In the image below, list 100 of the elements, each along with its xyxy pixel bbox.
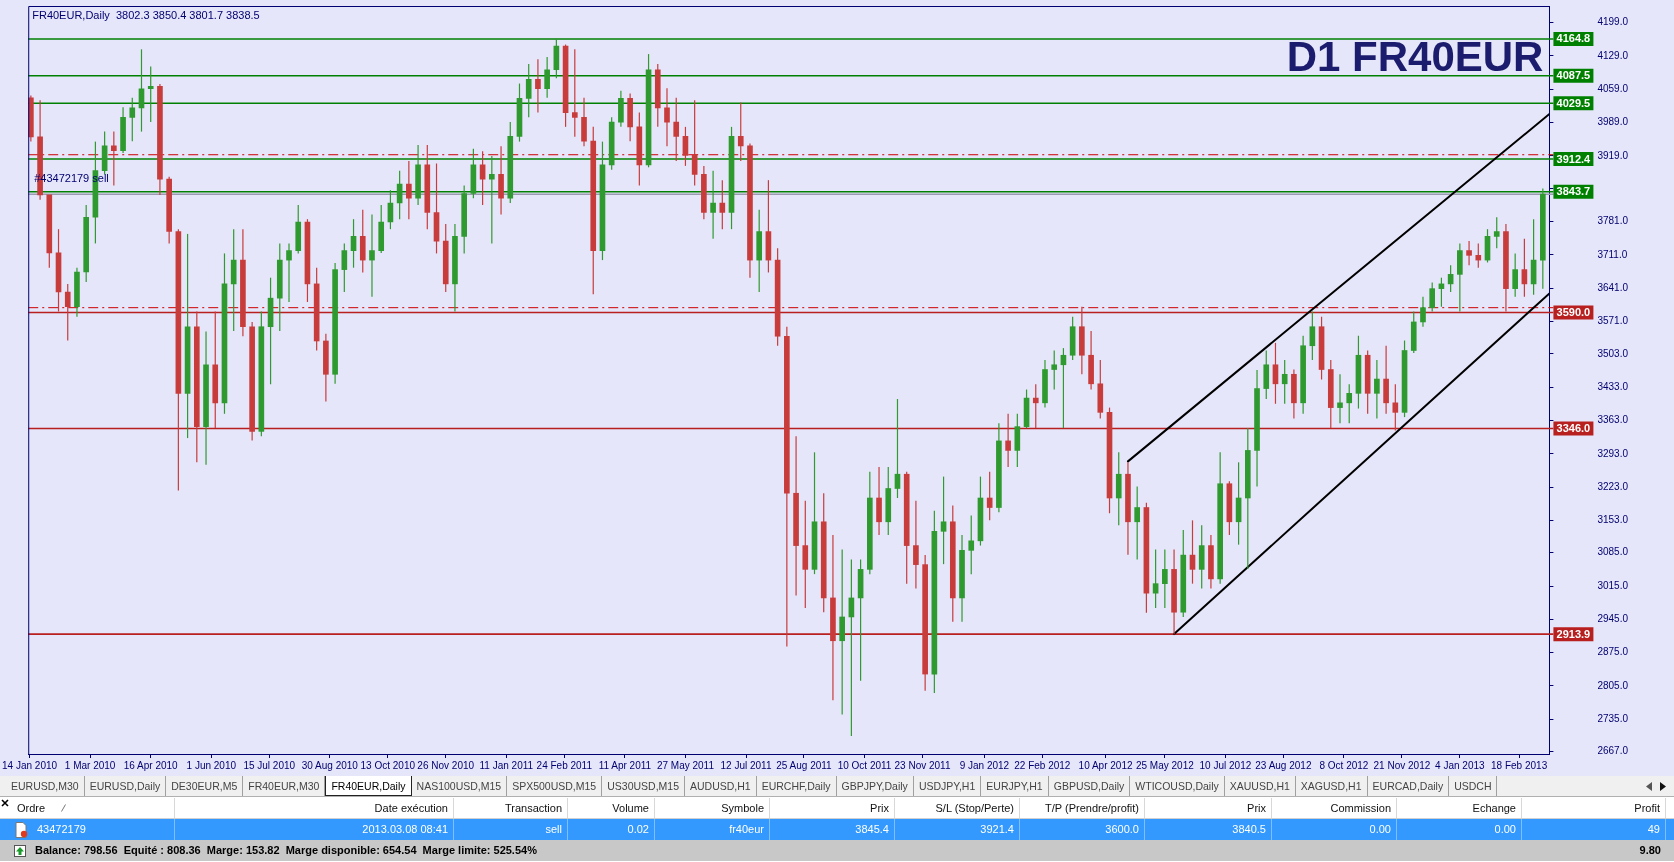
y-tick-label: 2805.0	[1597, 679, 1629, 691]
text: S/L (Stop/Perte)	[935, 801, 1014, 816]
text: EURCAD,Daily	[1367, 776, 1450, 796]
text: GBPUSD,Daily	[1048, 776, 1131, 796]
y-tick-label: 3641.0	[1597, 281, 1629, 293]
text: NAS100USD,M15	[411, 776, 508, 796]
text: 43472179	[37, 822, 86, 837]
text: D1 FR40EUR	[1286, 33, 1544, 80]
y-tick-label: 3153.0	[1597, 514, 1629, 526]
text: XAUUSD,H1	[1224, 776, 1296, 796]
ref-line-label: 4087.5	[1556, 69, 1591, 82]
x-tick-label: 10 Apr 2012	[1078, 759, 1133, 771]
ref-line-label: 3346.0	[1556, 422, 1591, 435]
text: EURUSD,M30	[6, 776, 85, 796]
text: Prix	[1247, 801, 1266, 816]
text: Balance: 798.56 Equité : 808.36 Marge: 153.82 Marge disponible: 654.54 Marge limite: 525.54%	[35, 843, 537, 858]
text: Transaction	[504, 801, 562, 816]
y-tick-label: 3571.0	[1597, 315, 1629, 327]
x-tick-label: 10 Oct 2011	[837, 759, 892, 771]
x-tick-label: 22 Feb 2012	[1014, 759, 1071, 771]
candlestick	[1263, 349, 1270, 400]
x-tick-label: 25 Aug 2011	[776, 759, 833, 771]
text: 3845.4	[855, 822, 889, 837]
text: Symbole	[721, 801, 764, 816]
text: FR40EUR,M30	[243, 776, 326, 796]
text: Ordre	[17, 801, 46, 816]
text: 3840.5	[1232, 822, 1266, 837]
text: 0.02	[627, 822, 649, 837]
text: DE30EUR,M5	[166, 776, 244, 796]
text: 49	[1647, 822, 1660, 837]
candlestick	[1051, 349, 1058, 391]
text: EURUSD,Daily	[84, 776, 167, 796]
x-tick-label: 24 Feb 2011	[536, 759, 593, 771]
y-tick-label: 3503.0	[1597, 347, 1629, 359]
ref-line-label: 3590.0	[1556, 305, 1591, 318]
x-tick-label: 10 Jul 2012	[1199, 759, 1252, 771]
candlestick	[525, 63, 532, 118]
x-tick-label: 23 Aug 2012	[1255, 759, 1312, 771]
candlestick	[489, 155, 495, 245]
ref-line-label: 2913.9	[1556, 627, 1591, 640]
text: WTICOUSD,Daily	[1130, 776, 1225, 796]
y-tick-label: 2667.0	[1597, 745, 1629, 757]
x-tick-label: 9 Jan 2012	[959, 759, 1010, 771]
y-tick-label: 3223.0	[1597, 480, 1629, 492]
x-tick-label: 18 Feb 2013	[1491, 759, 1548, 771]
text: sell	[545, 822, 562, 837]
x-tick-label: 4 Jan 2013	[1435, 759, 1486, 771]
y-tick-label: 2945.0	[1597, 613, 1629, 625]
x-tick-label: 25 May 2012	[1135, 759, 1195, 771]
text: USDCH	[1449, 776, 1498, 796]
ref-line-label: 4029.5	[1556, 96, 1591, 109]
y-tick-label: 4129.0	[1597, 49, 1629, 61]
y-tick-label: 2875.0	[1597, 646, 1629, 658]
text: 3600.0	[1105, 822, 1139, 837]
text: EURCHF,Daily	[756, 776, 837, 796]
x-tick-label: 1 Jun 2010	[186, 759, 237, 771]
text: fr40eur	[729, 822, 764, 837]
chart-title: FR40EUR,Daily 3802.3 3850.4 3801.7 3838.5	[32, 9, 260, 22]
candlestick	[1512, 252, 1518, 298]
ref-line-label: 4164.8	[1556, 32, 1591, 45]
text: Volume	[612, 801, 649, 816]
x-tick-label: 14 Jan 2010	[2, 759, 58, 771]
candlestick	[341, 242, 348, 293]
x-tick-label: 1 Mar 2010	[64, 759, 116, 771]
y-tick-label: 3433.0	[1597, 380, 1629, 392]
text: US30USD,M15	[602, 776, 685, 796]
y-tick-label: 3711.0	[1597, 248, 1628, 260]
candlestick	[571, 48, 578, 138]
x-tick-label: 8 Oct 2012	[1319, 759, 1369, 771]
text: Commission	[1330, 801, 1391, 816]
candlestick	[129, 97, 136, 142]
y-tick-label: 3781.0	[1597, 215, 1629, 227]
text: 0.00	[1494, 822, 1516, 837]
text: XAGUSD,H1	[1295, 776, 1368, 796]
x-tick-label: 11 Apr 2011	[598, 759, 652, 771]
y-tick-label: 3919.0	[1597, 149, 1629, 161]
y-tick-label: 3015.0	[1597, 579, 1629, 591]
x-tick-label: 13 Oct 2010	[360, 759, 416, 771]
ref-line-label: 3843.7	[1556, 185, 1591, 198]
candlestick	[1429, 281, 1436, 313]
x-tick-label: 21 Nov 2012	[1373, 759, 1431, 771]
text: Echange	[1472, 801, 1516, 816]
candlestick	[1493, 216, 1500, 249]
y-tick-label: 3363.0	[1597, 414, 1629, 426]
text: 0.00	[1369, 822, 1391, 837]
text: 2013.03.08 08:41	[362, 822, 448, 837]
x-tick-label: 23 Nov 2011	[894, 759, 951, 771]
text: 3921.4	[980, 822, 1014, 837]
text: Prix	[870, 801, 889, 816]
text: Profit	[1634, 801, 1660, 816]
x-tick-label: 26 Nov 2010	[417, 759, 475, 771]
candlestick	[1097, 359, 1104, 420]
x-tick-label: 27 May 2011	[656, 759, 715, 771]
y-tick-label: 4059.0	[1597, 83, 1629, 95]
x-tick-label: 12 Jul 2011	[720, 759, 772, 771]
x-tick-label: 15 Jul 2010	[243, 759, 296, 771]
text: 9.80	[1638, 843, 1662, 858]
text: SPX500USD,M15	[507, 776, 603, 796]
x-tick-label: 11 Jan 2011	[479, 759, 534, 771]
candlestick	[1198, 524, 1205, 590]
